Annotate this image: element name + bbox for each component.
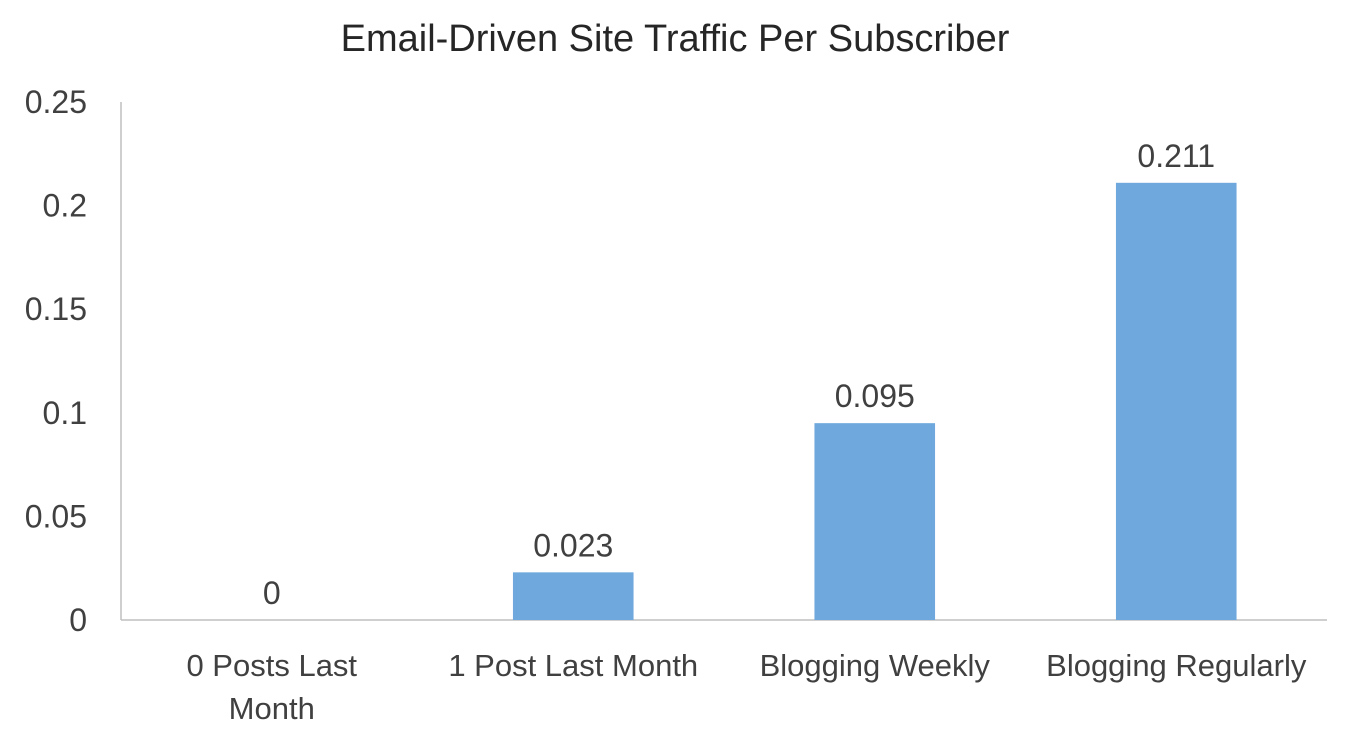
y-tick-label: 0.2: [43, 188, 87, 224]
bar: [1115, 182, 1237, 621]
data-label: 0.211: [1137, 138, 1215, 174]
data-label: 0.095: [835, 378, 915, 414]
data-label: 0.023: [533, 527, 613, 563]
y-tick-label: 0: [69, 602, 87, 638]
y-tick-label: 0.15: [25, 291, 87, 327]
data-label: 0: [263, 575, 281, 611]
bar: [814, 423, 936, 620]
y-tick-label: 0.1: [43, 395, 87, 431]
x-tick-label: Blogging Regularly: [1046, 648, 1307, 683]
x-tick-label: 1 Post Last Month: [448, 648, 698, 683]
y-tick-label: 0.05: [25, 498, 87, 534]
y-tick-label: 0.25: [25, 84, 87, 120]
x-tick-label: Blogging Weekly: [760, 648, 991, 683]
chart-title: Email-Driven Site Traffic Per Subscriber: [340, 18, 1010, 60]
x-tick-label: 0 Posts Last Month: [186, 648, 357, 726]
bar: [512, 572, 634, 620]
